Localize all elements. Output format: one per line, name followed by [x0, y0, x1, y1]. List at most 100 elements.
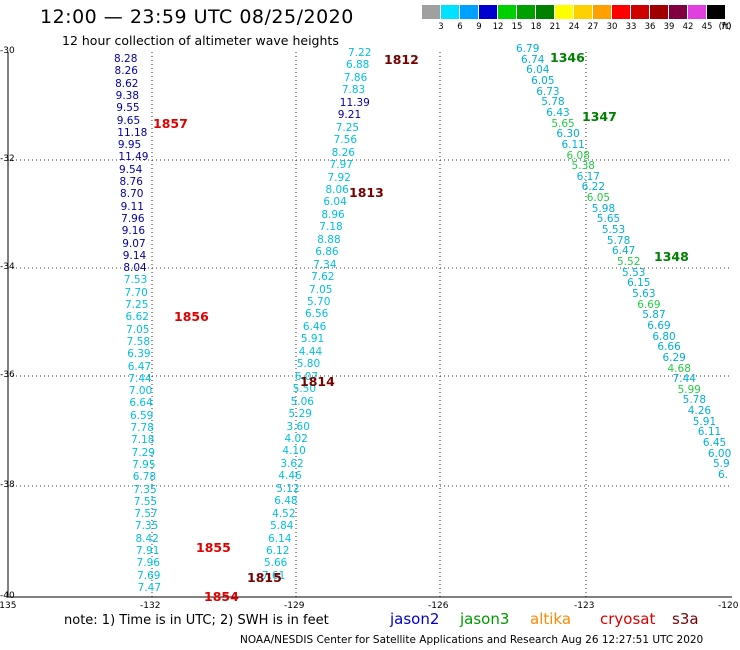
pass-time-label: 1347	[582, 109, 617, 124]
track-cryosat-west-value: 7.18	[131, 434, 155, 447]
track-s3a-middle-value: 7.62	[311, 271, 335, 284]
color-tick-label: 6	[457, 22, 463, 32]
track-cryosat-west-value: 8.70	[120, 188, 144, 201]
track-cryosat-west-value: 8.76	[119, 176, 143, 188]
track-s3a-middle-value: 7.83	[341, 84, 366, 97]
track-s3a-middle-value: 5.84	[270, 520, 294, 533]
track-cryosat-west-value: 7.96	[121, 212, 145, 225]
footnote: note: 1) Time is in UTC; 2) SWH is in fe…	[64, 613, 329, 628]
track-jason3-east-value: 6.80	[652, 330, 676, 343]
track-s3a-middle-value: 8.06	[325, 183, 349, 196]
y-tick-label: -36	[0, 370, 15, 380]
color-tick-label: 45	[701, 22, 713, 32]
track-jason3-east-value: 6.05	[531, 74, 555, 87]
color-tick-label: 39	[663, 22, 675, 32]
track-jason3-east-value: 5.53	[601, 224, 626, 237]
track-cryosat-west-value: 9.07	[122, 237, 146, 250]
track-s3a-middle-value: 5.29	[288, 408, 312, 421]
color-swatch	[517, 5, 535, 19]
track-s3a-middle-value: 7.61	[261, 569, 286, 582]
color-tick-label: 27	[587, 22, 599, 32]
track-cryosat-west-value: 7.91	[136, 545, 160, 557]
track-cryosat-west-value: 7.00	[128, 385, 153, 398]
track-s3a-middle-value: 7.05	[309, 283, 333, 296]
track-cryosat-west-value: 6.47	[127, 360, 152, 373]
track-jason3-east-value: 6.15	[627, 277, 651, 290]
y-tick-label: -34	[0, 262, 15, 272]
color-swatch	[498, 5, 516, 19]
chart-subtitle: 12 hour collection of altimeter wave hei…	[62, 33, 339, 48]
track-cryosat-west-value: 9.16	[121, 225, 146, 238]
track-jason3-east-value: 6.11	[561, 138, 585, 151]
track-jason3-east-value: 5.78	[606, 234, 631, 247]
track-cryosat-west-value: 7.58	[126, 335, 151, 348]
satellite-name: s3a	[672, 610, 699, 628]
track-s3a-middle-value: 7.34	[313, 258, 337, 271]
track-s3a-middle-value: 6.12	[266, 545, 290, 557]
track-jason3-east-value: 7.44	[672, 373, 696, 386]
track-cryosat-west-value: 7.78	[130, 422, 154, 434]
track-jason3-east-value: 4.26	[687, 405, 712, 418]
pass-time-label: 1815	[247, 570, 282, 585]
track-s3a-middle-value: 5.91	[300, 333, 325, 346]
track-s3a-middle-value: 4.44	[298, 345, 323, 358]
track-cryosat-west-value: 7.25	[125, 299, 149, 311]
track-s3a-middle-value: 6.14	[268, 532, 292, 545]
y-tick-label: -40	[0, 591, 15, 601]
track-cryosat-west-value: 9.11	[120, 200, 144, 213]
track-s3a-middle-value: 6.48	[274, 495, 298, 508]
track-jason3-east-value: 6.04	[526, 64, 550, 77]
x-tick-label: -120	[718, 601, 739, 611]
track-jason3-east-value: 6.08	[566, 149, 590, 162]
track-s3a-middle-value: 7.25	[335, 121, 360, 134]
track-jason3-east-value: 6.73	[536, 85, 560, 98]
track-s3a-middle-value: 7.56	[333, 134, 358, 147]
track-cryosat-west-value: 7.05	[126, 323, 150, 336]
track-cryosat-west-value: 8.04	[123, 262, 147, 275]
color-swatch	[441, 5, 459, 19]
x-tick-label: -126	[428, 601, 449, 611]
x-tick-label: -135	[0, 601, 17, 611]
track-cryosat-west-value: 6.62	[125, 311, 149, 324]
track-s3a-middle-value: 3.60	[286, 420, 310, 433]
track-cryosat-west-value: 9.14	[122, 249, 147, 262]
track-cryosat-west-value: 9.38	[115, 89, 140, 102]
track-jason3-east-value: 5.52	[617, 256, 641, 268]
track-s3a-middle-value: 6.04	[323, 196, 347, 209]
track-s3a-middle-value: 4.46	[278, 470, 302, 483]
track-cryosat-west-value: 7.57	[134, 508, 158, 521]
track-s3a-middle-value: 5.80	[296, 358, 321, 371]
track-jason3-east-value: 6.00	[707, 447, 732, 460]
track-jason3-east-value: 5.99	[677, 383, 701, 396]
track-jason3-east-value: 5.87	[642, 309, 666, 322]
pass-time-label: 1856	[174, 309, 209, 324]
color-tick-label: 30	[606, 22, 618, 32]
track-s3a-middle-value: 4.52	[272, 507, 296, 520]
track-s3a-middle-value: 5.50	[292, 383, 317, 396]
track-jason3-east-value: 5.78	[682, 394, 707, 407]
track-cryosat-west-value: 7.35	[134, 520, 159, 533]
track-cryosat-west-value: 11.49	[118, 151, 149, 164]
color-tick-label: 42	[682, 22, 694, 32]
track-jason3-east-value: 6.05	[586, 192, 611, 205]
track-jason3-east-value: 6.66	[657, 341, 681, 354]
track-s3a-middle-value: 3.62	[280, 457, 304, 470]
satellite-name: cryosat	[600, 610, 656, 628]
track-jason3-east-value: 6.29	[662, 351, 686, 364]
track-jason3-east-value: 6.45	[702, 437, 727, 450]
track-cryosat-west-value: 9.95	[117, 139, 142, 152]
y-tick-label: -32	[0, 154, 15, 164]
x-tick-label: -123	[574, 601, 595, 611]
satellite-name: jason2	[390, 610, 440, 628]
color-tick-label: 9	[476, 22, 482, 32]
track-jason3-east-value: 6.17	[576, 170, 600, 183]
track-cryosat-west-value: 6.78	[132, 471, 157, 484]
pass-time-label: 1348	[654, 249, 689, 264]
x-tick-label: -132	[140, 601, 161, 611]
credit-line: NOAA/NESDIS Center for Satellite Applica…	[240, 634, 704, 646]
color-tick-label: 12	[492, 22, 504, 32]
pass-time-label: 1855	[196, 540, 231, 555]
track-cryosat-west-value: 8.28	[114, 53, 138, 65]
track-cryosat-west-value: 6.64	[129, 397, 153, 410]
